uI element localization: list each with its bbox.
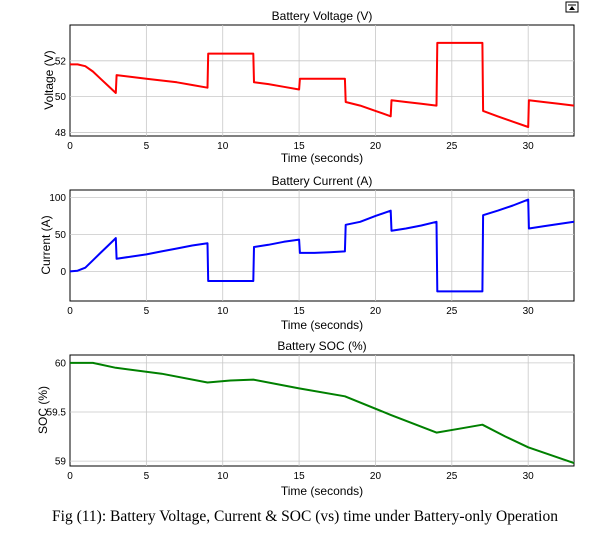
current-y-axis-label: Current (A) (39, 215, 53, 274)
voltage-x-tick-label: 20 (370, 141, 382, 152)
soc-series-line (70, 361, 575, 465)
soc-y-tick-label: 59.5 (47, 407, 67, 418)
soc-x-axis-label: Time (seconds) (281, 484, 363, 498)
current-x-axis-label: Time (seconds) (281, 318, 363, 332)
current-chart: Battery Current (A) 0 5 10 15 20 25 30 0 50 100 T… (39, 174, 575, 332)
voltage-series-line (70, 41, 575, 128)
voltage-x-tick-label: 5 (144, 141, 150, 152)
voltage-y-tick-label: 48 (55, 128, 67, 139)
soc-x-tick-label: 20 (370, 471, 382, 482)
soc-x-tick-label: 30 (523, 471, 535, 482)
current-y-tick-label: 0 (60, 267, 66, 278)
voltage-y-axis-label: Voltage (V) (42, 50, 56, 109)
voltage-x-tick-label: 25 (446, 141, 458, 152)
voltage-x-tick-label: 30 (523, 141, 535, 152)
voltage-y-tick-label: 52 (55, 56, 67, 67)
soc-x-tick-label: 10 (217, 471, 229, 482)
current-x-tick-label: 10 (217, 306, 229, 317)
soc-y-axis-label: SOC (%) (36, 386, 50, 434)
current-x-tick-label: 25 (446, 306, 458, 317)
voltage-x-tick-label: 10 (217, 141, 229, 152)
current-y-tick-label: 50 (55, 230, 67, 241)
soc-x-tick-label: 0 (67, 471, 73, 482)
figure-caption: Fig (11): Battery Voltage, Current & SOC… (52, 508, 558, 525)
voltage-plot-area (69, 24, 575, 137)
current-y-tick-label: 100 (49, 193, 66, 204)
current-x-tick-label: 20 (370, 306, 382, 317)
current-x-tick-label: 0 (67, 306, 73, 317)
soc-y-tick-label: 60 (55, 358, 67, 369)
soc-chart-title: Battery SOC (%) (277, 339, 366, 353)
current-plot-area (69, 189, 575, 302)
soc-x-tick-label: 15 (294, 471, 306, 482)
current-x-tick-label: 15 (294, 306, 306, 317)
voltage-x-tick-label: 0 (67, 141, 73, 152)
voltage-x-tick-label: 15 (294, 141, 306, 152)
soc-x-tick-label: 5 (144, 471, 150, 482)
soc-y-tick-label: 59 (55, 457, 67, 468)
current-x-tick-label: 5 (144, 306, 150, 317)
current-chart-title: Battery Current (A) (272, 174, 373, 188)
voltage-chart-title: Battery Voltage (V) (272, 9, 373, 23)
voltage-x-axis-label: Time (seconds) (281, 151, 363, 165)
voltage-chart: Battery Voltage (V) 0 5 10 15 20 25 30 48 50 52 T… (42, 9, 575, 165)
voltage-y-tick-label: 50 (55, 92, 67, 103)
current-series-line (69, 198, 575, 293)
soc-chart: Battery SOC (%) 0 5 10 15 20 25 30 59 59.5 60 Tim… (36, 339, 575, 498)
soc-x-tick-label: 25 (446, 471, 458, 482)
current-x-tick-label: 30 (523, 306, 535, 317)
dock-icon[interactable] (565, 1, 579, 13)
